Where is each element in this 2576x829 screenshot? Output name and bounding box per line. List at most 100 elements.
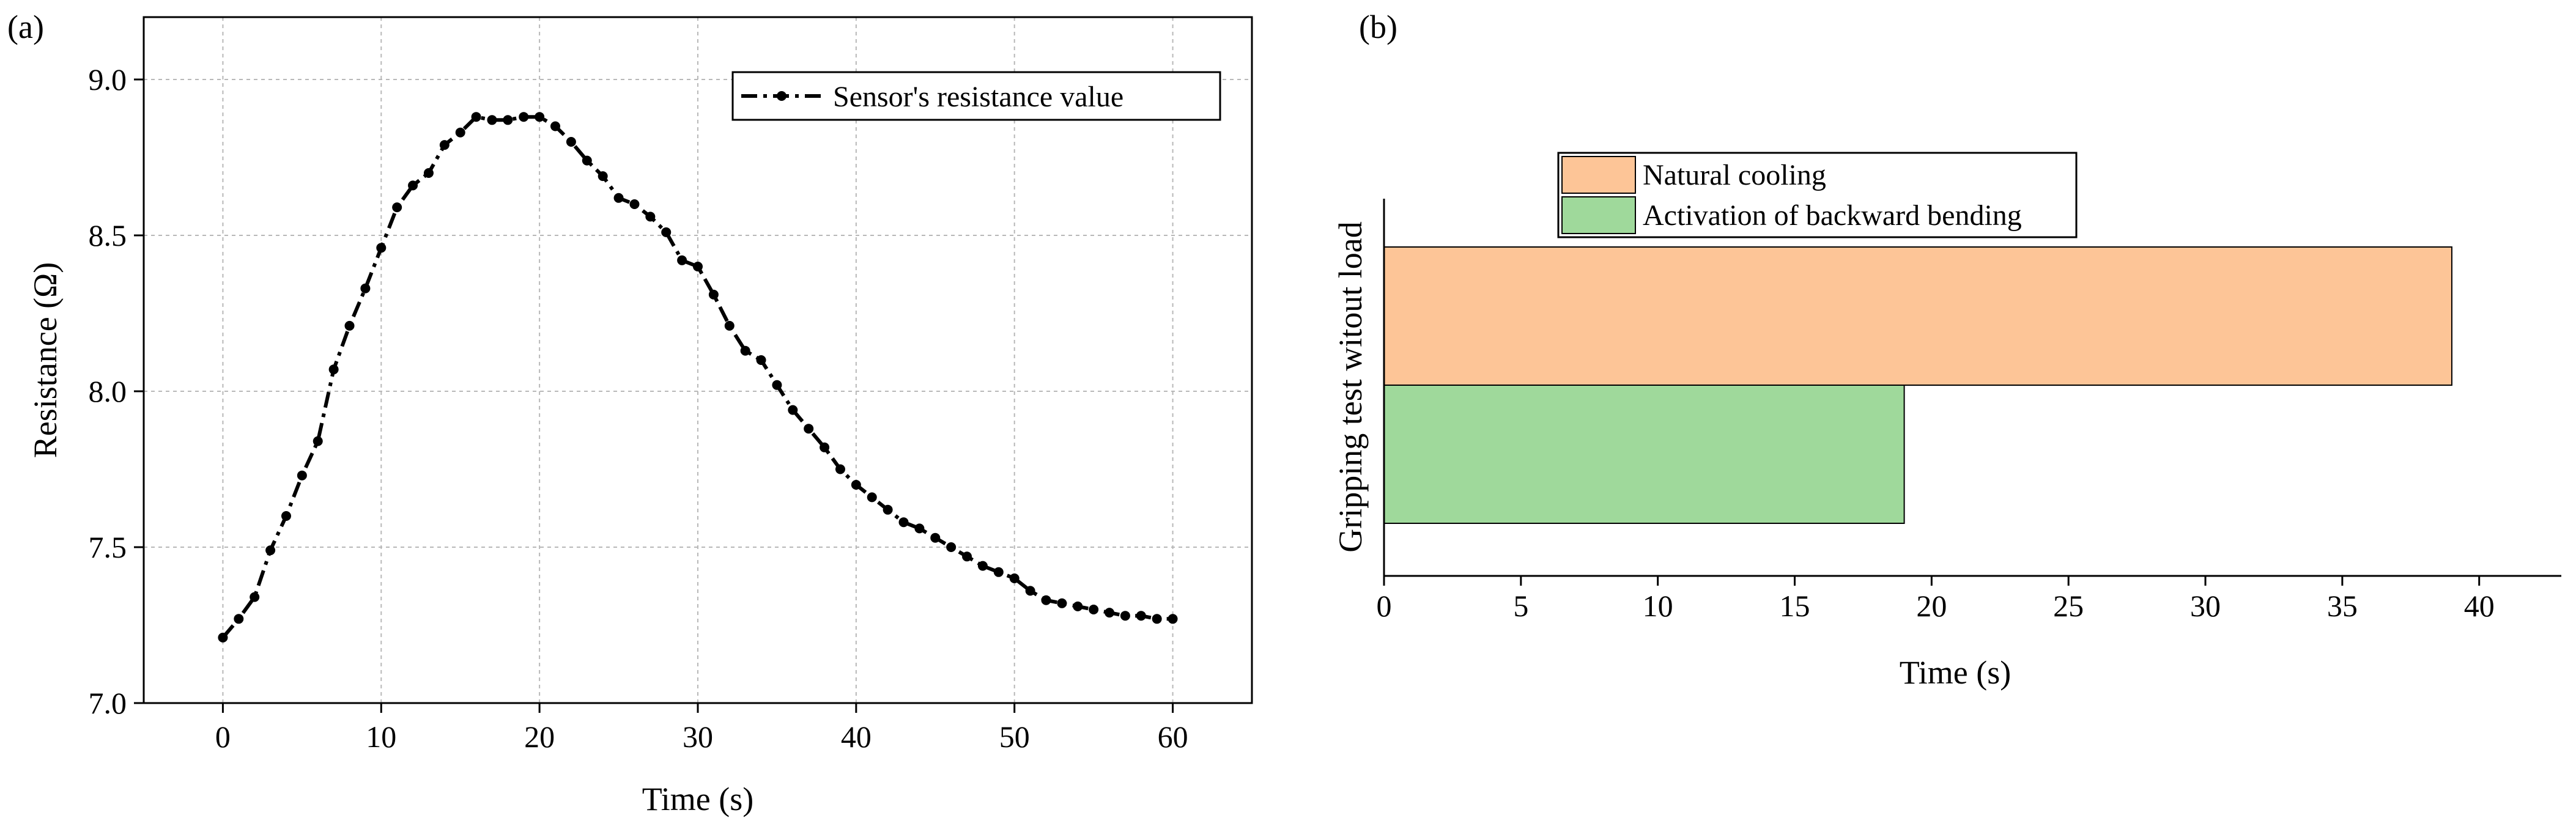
panel-a-data-point bbox=[598, 171, 608, 182]
panel-a-x-tick-label: 10 bbox=[366, 720, 396, 754]
panel-b-legend-box bbox=[1557, 152, 2078, 238]
panel-a-data-point bbox=[360, 283, 371, 293]
panel-a-data-point bbox=[1057, 598, 1067, 608]
panel-a-data-point bbox=[439, 140, 450, 150]
panel-a-x-tick-label: 20 bbox=[524, 720, 555, 754]
panel-b-x-tick-label: 25 bbox=[2053, 589, 2084, 623]
panel-a-data-point bbox=[328, 364, 339, 375]
panel-a-x-tick-label: 40 bbox=[841, 720, 872, 754]
panel-a-data-point bbox=[392, 202, 402, 213]
panel-a-data-point bbox=[582, 155, 592, 166]
panel-a-data-point bbox=[677, 255, 687, 265]
panel-a-x-tick-label: 50 bbox=[999, 720, 1030, 754]
panel-a-data-point bbox=[914, 523, 925, 534]
panel-a-data-point bbox=[519, 112, 529, 122]
panel-a-data-point bbox=[724, 320, 735, 331]
panel-b-x-axis: 0 5 10 15 20 25 30 35 40 bbox=[1377, 576, 2495, 623]
panel-a-y-tick-label: 7.5 bbox=[89, 530, 127, 564]
panel-b-x-tick-label: 0 bbox=[1377, 589, 1392, 623]
panel-a-data-point bbox=[297, 470, 307, 481]
panel-b-x-tick-label: 15 bbox=[1780, 589, 1810, 623]
panel-b-x-tick-label: 35 bbox=[2327, 589, 2358, 623]
panel-a-data-point bbox=[1120, 611, 1130, 621]
panel-a-data-point bbox=[313, 436, 323, 446]
panel-a-data-point bbox=[1105, 608, 1115, 618]
panel-a-y-tick-label: 8.5 bbox=[89, 218, 127, 252]
panel-a-data-point bbox=[265, 545, 276, 556]
panel-a-data-point bbox=[883, 504, 893, 515]
panel-b-legend-swatch-natural-cooling bbox=[1561, 156, 1636, 194]
panel-a-data-point bbox=[550, 121, 561, 131]
panel-a-data-point bbox=[977, 561, 988, 571]
panel-a-data-point bbox=[1168, 614, 1178, 624]
panel-a-data-point bbox=[376, 243, 387, 253]
panel-b-x-axis-title: Time (s) bbox=[1900, 654, 2012, 691]
panel-a-data-point bbox=[820, 442, 830, 452]
panel-a-data-point bbox=[756, 355, 766, 365]
panel-a-x-axis: 0 10 20 30 40 50 60 bbox=[215, 703, 1188, 754]
panel-a-y-tick-label: 8.0 bbox=[89, 374, 127, 408]
panel-b-legend: Natural cooling Activation of backward b… bbox=[1557, 152, 2078, 238]
panel-a-data-point bbox=[898, 517, 909, 528]
panel-a-y-tick-label: 9.0 bbox=[89, 62, 127, 97]
panel-a-legend-label: Sensor's resistance value bbox=[833, 81, 1123, 113]
panel-a-y-axis-title: Resistance (Ω) bbox=[27, 262, 64, 459]
panel-a-data-point bbox=[1073, 601, 1083, 611]
panel-b-x-tick-label: 30 bbox=[2190, 589, 2221, 623]
panel-a-data-point bbox=[1152, 614, 1162, 624]
panel-a-data-point bbox=[804, 424, 814, 434]
panel-a-data-point bbox=[693, 262, 703, 271]
panel-a-data-point bbox=[234, 614, 244, 624]
panel-a-data-point bbox=[503, 115, 513, 125]
panel-a-legend: Sensor's resistance value bbox=[731, 71, 1221, 121]
panel-b-label: (b) bbox=[1359, 9, 1397, 45]
panel-a-x-axis-title: Time (s) bbox=[642, 781, 754, 817]
panel-a-data-point bbox=[1041, 595, 1051, 605]
panel-b-x-tick-label: 5 bbox=[1513, 589, 1528, 623]
panel-a-data-point bbox=[344, 320, 355, 331]
panel-a-data-point bbox=[788, 405, 798, 415]
panel-a-x-tick-label: 60 bbox=[1158, 720, 1188, 754]
panel-a-data-point bbox=[455, 127, 465, 138]
panel-a-data-point bbox=[962, 551, 972, 562]
panel-a-data-point bbox=[487, 115, 497, 125]
panel-a-data-point bbox=[851, 480, 861, 490]
panel-a-data-point bbox=[423, 168, 434, 178]
panel-a-data-point bbox=[1025, 586, 1035, 596]
panel-a-data-point bbox=[408, 180, 418, 191]
panel-a-data-point bbox=[218, 632, 228, 643]
panel-a-data-point bbox=[535, 112, 545, 122]
panel-a-x-tick-label: 0 bbox=[215, 720, 231, 754]
panel-b-x-tick-label: 40 bbox=[2464, 589, 2495, 623]
panel-b-bar-chart: (b) 0 5 10 15 20 25 30 35 40 Time (s) Gripping t… bbox=[1332, 9, 2561, 691]
panel-a-data-point bbox=[661, 227, 672, 237]
panel-a-y-axis: 7.0 7.5 8.0 8.5 9.0 bbox=[89, 62, 144, 720]
panel-a-data-point bbox=[930, 532, 941, 543]
panel-a-data-point bbox=[566, 137, 576, 147]
panel-b-legend-label-backward-bending: Activation of backward bending bbox=[1643, 199, 2022, 232]
panel-a-data-point bbox=[471, 112, 481, 122]
panel-a-data-point bbox=[645, 212, 656, 222]
panel-a-data-point bbox=[1136, 611, 1146, 621]
panel-a-data-point bbox=[629, 199, 640, 209]
panel-b-bar bbox=[1383, 385, 1905, 524]
panel-b-x-tick-label: 10 bbox=[1643, 589, 1673, 623]
panel-a-label: (a) bbox=[7, 9, 44, 45]
panel-a-x-tick-label: 30 bbox=[683, 720, 713, 754]
panel-b-x-tick-label: 20 bbox=[1916, 589, 1947, 623]
panel-a-legend-marker bbox=[777, 91, 786, 101]
panel-a-series bbox=[218, 112, 1178, 643]
panel-a-data-point bbox=[867, 492, 877, 503]
panel-a-data-point bbox=[613, 193, 624, 203]
panel-b-legend-swatch-backward-bending bbox=[1561, 196, 1636, 234]
panel-a-y-tick-label: 7.0 bbox=[89, 686, 127, 720]
panel-a-data-point bbox=[772, 380, 782, 390]
panel-b-bars bbox=[1383, 246, 2452, 524]
panel-a-data-point bbox=[708, 289, 719, 300]
panel-a-data-point bbox=[835, 464, 845, 474]
panel-b-y-axis-title: Gripping test witout load bbox=[1332, 221, 1369, 552]
panel-b-bar bbox=[1383, 246, 2452, 386]
panel-a-data-point bbox=[993, 567, 1004, 577]
panel-a-data-point bbox=[740, 345, 750, 356]
